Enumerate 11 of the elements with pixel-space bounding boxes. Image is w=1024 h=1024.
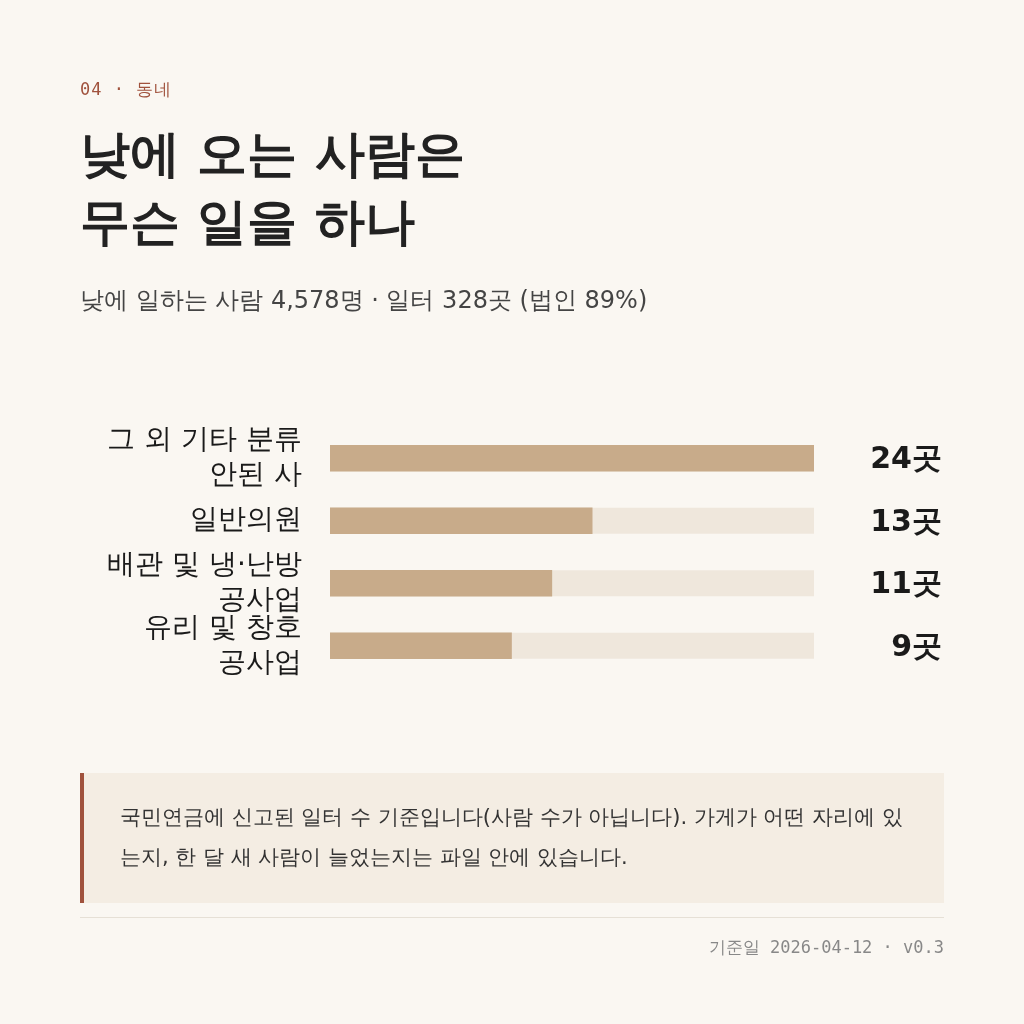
text: 04 · 동네	[80, 78, 173, 101]
y-tick-label: 일반의원	[190, 502, 302, 536]
data-label: 13곳	[870, 502, 942, 538]
y-tick-label: 그 외 기타 분류 안된 사	[107, 422, 302, 491]
chart-subtitle: 낮에 일하는 사람 4,578명 · 일터 328곳 (법인 89%)	[80, 285, 648, 316]
text: 국민연금에 신고된 일터 수 기준입니다(사람 수가 아닙니다). 가게가 어떤 자리에 있는지, 한 달 새 사람이 늘었는지는 파일 안에 있습니다.	[80, 773, 944, 903]
chart-title: 낮에 오는 사람은 무슨 일을 하나	[80, 124, 466, 253]
text: 기준일 2026-04-12 · v0.3	[708, 936, 944, 959]
data-label: 11곳	[870, 565, 942, 601]
data-label: 9곳	[891, 627, 942, 663]
data-label: 24곳	[870, 440, 942, 476]
